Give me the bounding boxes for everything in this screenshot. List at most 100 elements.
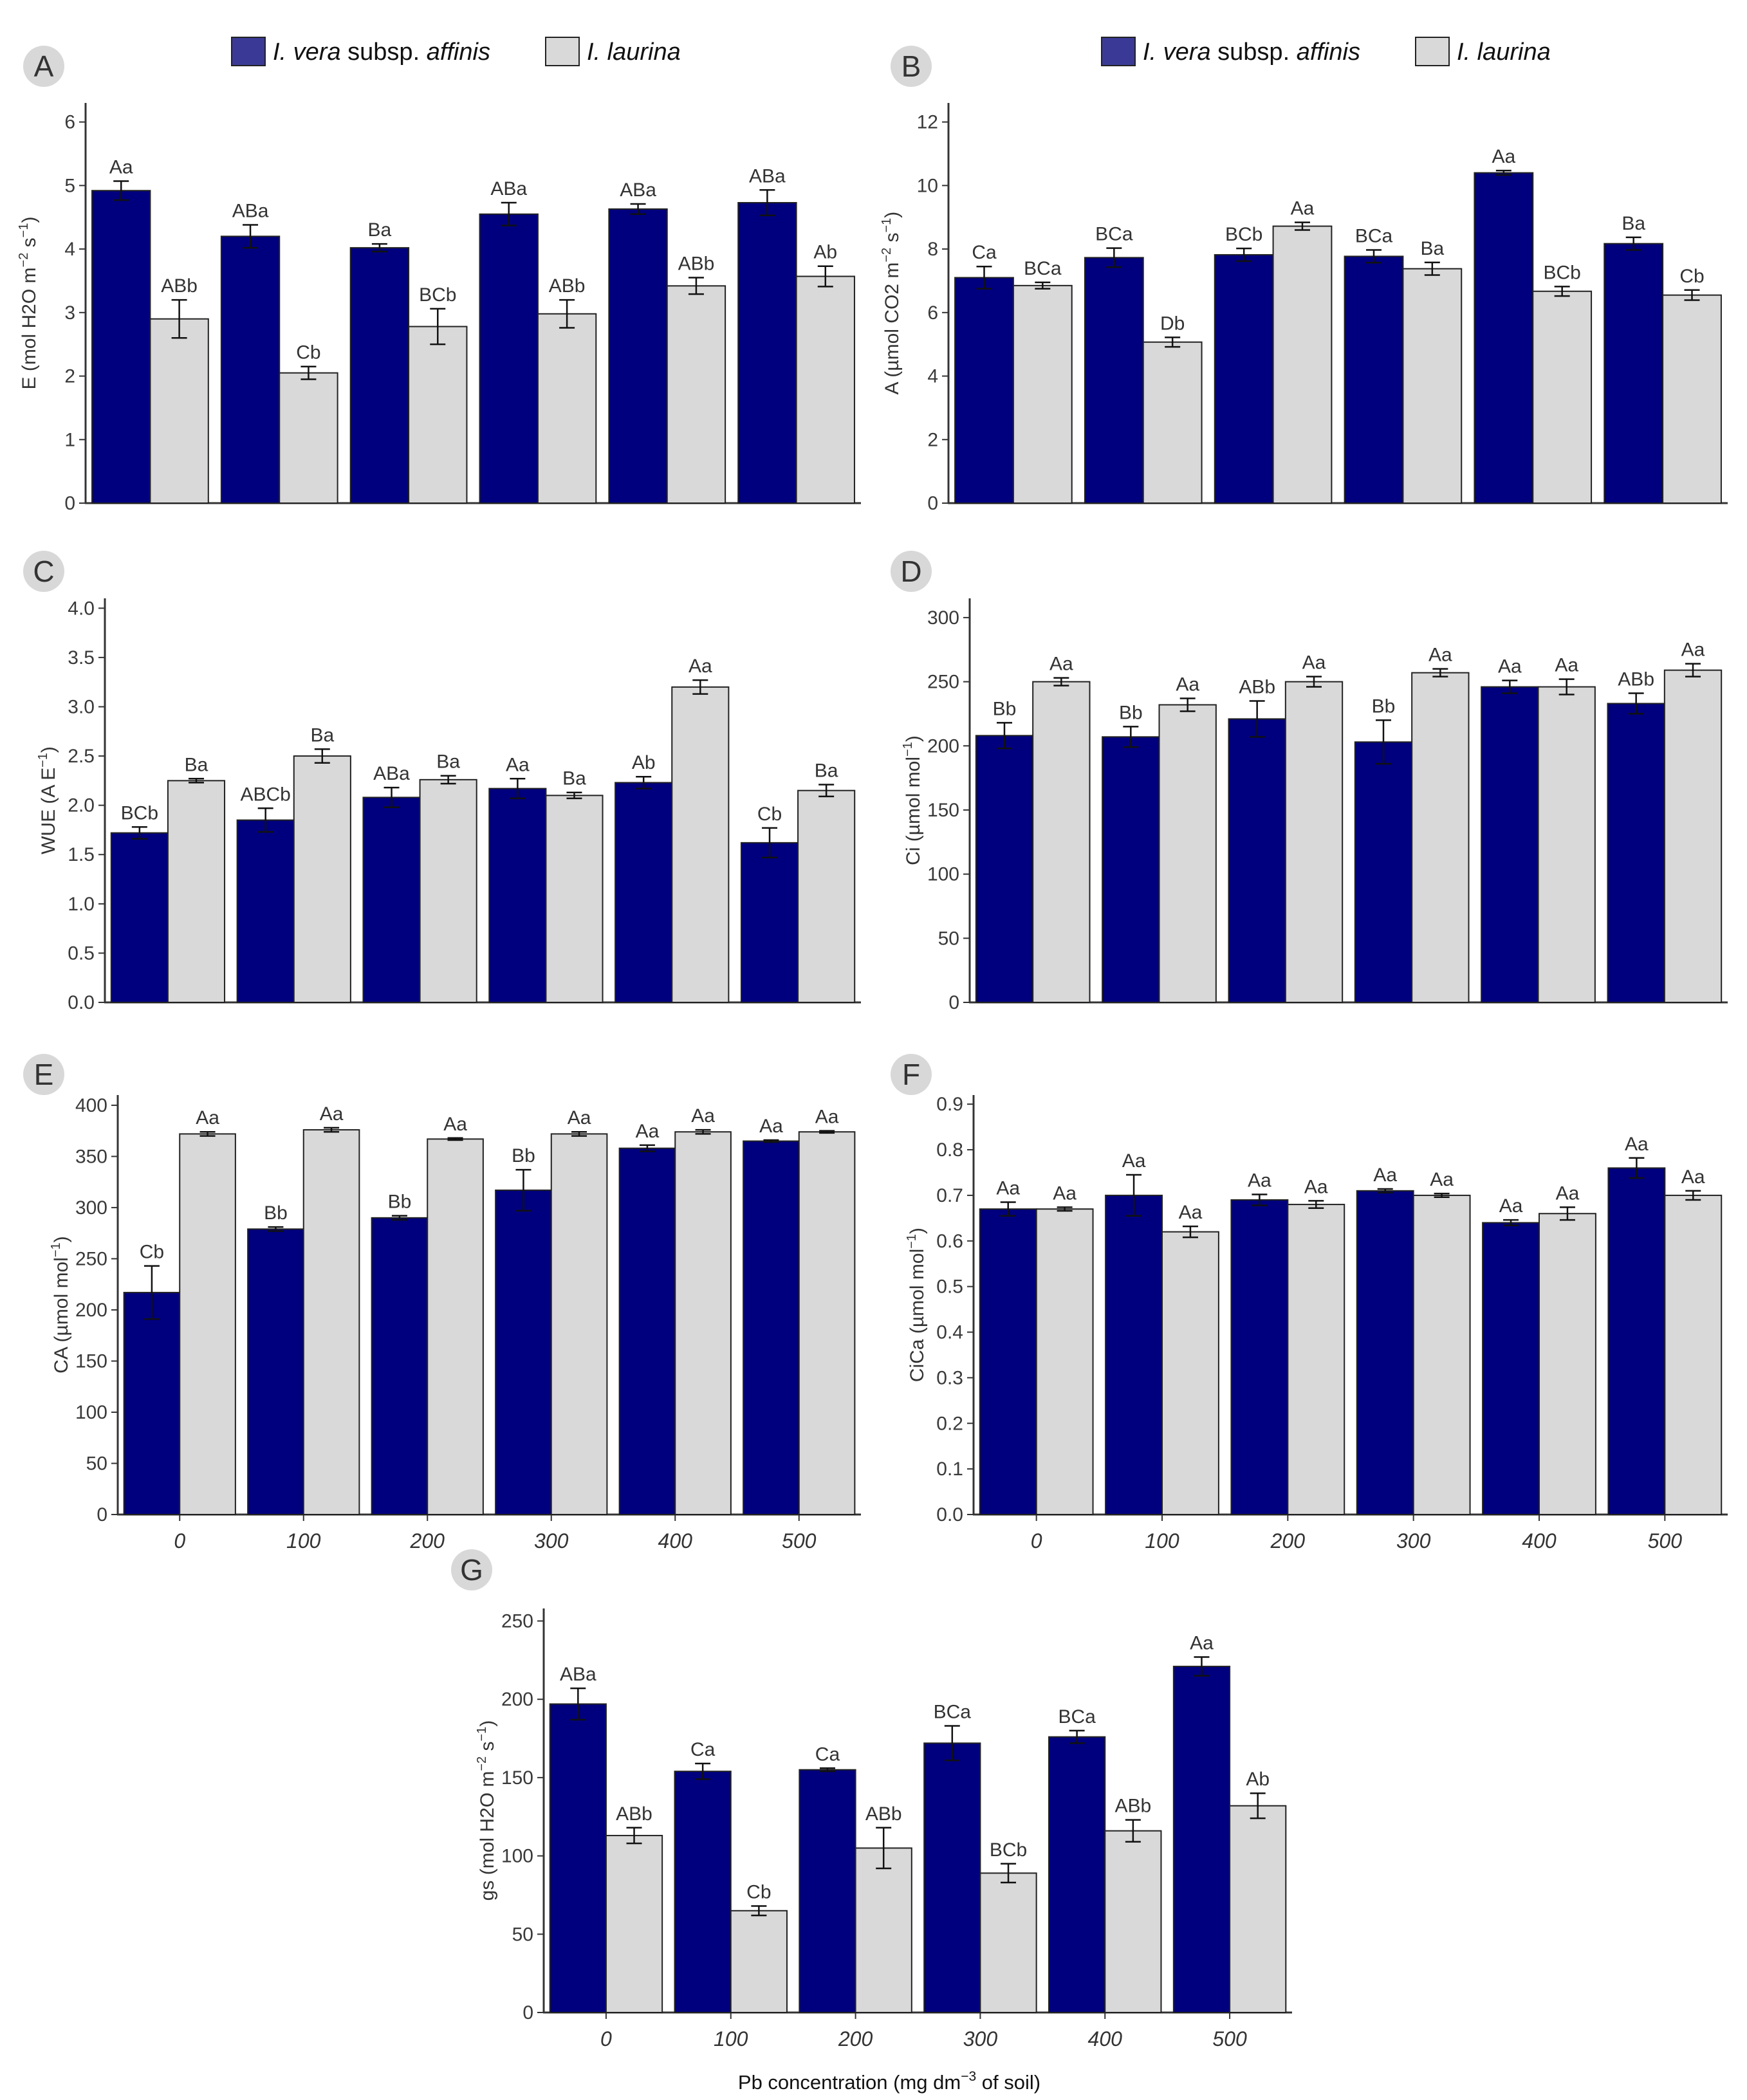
y-tick-label: 100 <box>75 1402 107 1423</box>
bar-laurina <box>419 778 477 1003</box>
data-label: Aa <box>1049 654 1073 675</box>
data-label: Bb <box>388 1192 412 1213</box>
bar-laurina <box>149 318 209 504</box>
x-tick-label: 100 <box>1145 1529 1179 1552</box>
panel-e: E 0 50 100 150 200 250 300 350 400 CA (µmol mol−1)… <box>23 1054 861 1552</box>
bar-vera <box>979 1208 1037 1516</box>
bar-laurina <box>1539 1213 1596 1515</box>
bar-laurina <box>1142 341 1203 504</box>
bar-vera <box>608 208 668 504</box>
y-tick-label: 4 <box>64 239 75 260</box>
bar-vera <box>1172 1666 1231 2013</box>
bar-laurina <box>795 275 855 504</box>
bar-vera <box>123 1291 181 1516</box>
bar-laurina <box>1532 290 1593 504</box>
y-tick-label: 3 <box>64 302 75 324</box>
data-label: Aa <box>196 1107 219 1128</box>
data-label: Aa <box>568 1107 591 1128</box>
bar-laurina <box>1284 681 1344 1003</box>
bar-laurina <box>408 326 468 504</box>
data-label: ABb <box>1115 1796 1152 1817</box>
data-label: ABa <box>749 165 786 187</box>
y-tick-label: 2.5 <box>68 746 95 767</box>
data-label: Aa <box>1681 640 1705 661</box>
bar-laurina <box>1412 1194 1471 1516</box>
bar-vera <box>743 1140 800 1516</box>
y-tick-label: 0.4 <box>936 1322 963 1343</box>
data-label: Aa <box>1625 1134 1649 1155</box>
data-label: BCa <box>1095 224 1133 245</box>
bar-vera <box>362 797 421 1004</box>
bar-vera <box>1607 1167 1666 1516</box>
panel-d: D 0 50 100 150 200 250 300 Ci (µmol mol−1) Bb Aa Bb… <box>891 551 1728 1013</box>
data-label: ABb <box>678 253 715 275</box>
bar-laurina <box>1104 1830 1162 2013</box>
legend-label-vera: I. vera subsp. affinis <box>1143 39 1360 66</box>
y-tick-label: 300 <box>75 1197 107 1219</box>
data-label: Ba <box>436 751 460 773</box>
x-tick-label: 500 <box>1648 1529 1683 1552</box>
y-tick-label: 400 <box>75 1095 107 1116</box>
x-tick-label: 300 <box>963 2027 998 2050</box>
data-label: Aa <box>689 656 712 677</box>
bar-vera <box>1105 1194 1163 1516</box>
data-label: BCb <box>990 1839 1027 1861</box>
legend-label-laurina: I. laurina <box>1457 39 1551 66</box>
y-tick-label: 0.9 <box>936 1094 963 1115</box>
x-tick-label: 400 <box>658 1529 693 1552</box>
data-label: Ba <box>185 754 208 775</box>
panel-c: C 0.0 0.5 1.0 1.5 2.0 2.5 3.0 3.5 4.0 WUE (A E−1) B… <box>23 551 861 1013</box>
bar-laurina <box>537 313 597 504</box>
bar-vera <box>1230 1199 1289 1515</box>
bar-vera <box>236 819 295 1003</box>
data-label: Ab <box>813 242 837 263</box>
y-tick-label: 200 <box>501 1689 533 1710</box>
y-tick-label: 2 <box>64 366 75 387</box>
x-axis-title-main: Pb concentration (mg dm <box>738 2071 961 2094</box>
data-label: Aa <box>1176 674 1199 695</box>
y-tick-label: 150 <box>75 1350 107 1372</box>
y-tick-label: 250 <box>75 1248 107 1269</box>
data-label: Aa <box>506 754 530 775</box>
bar-vera <box>349 247 410 504</box>
data-label: Aa <box>691 1105 715 1127</box>
x-tick-label: 200 <box>838 2027 873 2050</box>
bar-vera <box>737 202 797 504</box>
bar-laurina <box>550 1133 608 1516</box>
y-tick-label: 350 <box>75 1146 107 1167</box>
bar-vera <box>495 1189 552 1516</box>
data-label: Cb <box>1679 266 1704 287</box>
panel-badge <box>23 46 64 87</box>
y-tick-label: 4.0 <box>68 598 95 619</box>
data-label: Ba <box>1622 213 1645 234</box>
data-label: Aa <box>1302 652 1326 674</box>
data-label: Aa <box>1122 1150 1146 1172</box>
y-tick-label: 0 <box>64 493 75 514</box>
bar-vera <box>1214 253 1274 504</box>
y-tick-label: 4 <box>927 366 938 387</box>
y-axis-label: CA (µmol mol−1) <box>49 1236 72 1373</box>
panel-letter: A <box>34 50 54 83</box>
bar-vera <box>220 235 281 504</box>
bar-vera <box>674 1771 732 2013</box>
y-tick-label: 3.0 <box>68 696 95 717</box>
svg-text:Pb concentration (mg dm−3 of s: Pb concentration (mg dm−3 of soil) <box>738 2069 1040 2094</box>
bar-laurina <box>730 1910 788 2014</box>
y-tick-label: 300 <box>927 607 959 629</box>
x-axis-title: Pb concentration (mg dm−3 of soil) <box>738 2069 1040 2094</box>
data-label: ABb <box>616 1803 652 1825</box>
bar-vera <box>923 1742 981 2013</box>
bar-laurina <box>1272 225 1333 504</box>
data-label: Aa <box>1428 645 1452 666</box>
bar-laurina <box>1662 294 1722 504</box>
y-tick-label: 0.2 <box>936 1413 963 1434</box>
data-label: BCb <box>1543 262 1580 283</box>
y-axis-label: WUE (A E−1) <box>36 746 59 854</box>
x-tick-label: 100 <box>286 1529 321 1552</box>
data-label: Bb <box>512 1145 535 1166</box>
data-label: Bb <box>1372 695 1396 717</box>
data-label: Aa <box>759 1116 783 1137</box>
y-tick-label: 150 <box>501 1767 533 1789</box>
data-label: Aa <box>1555 655 1578 676</box>
